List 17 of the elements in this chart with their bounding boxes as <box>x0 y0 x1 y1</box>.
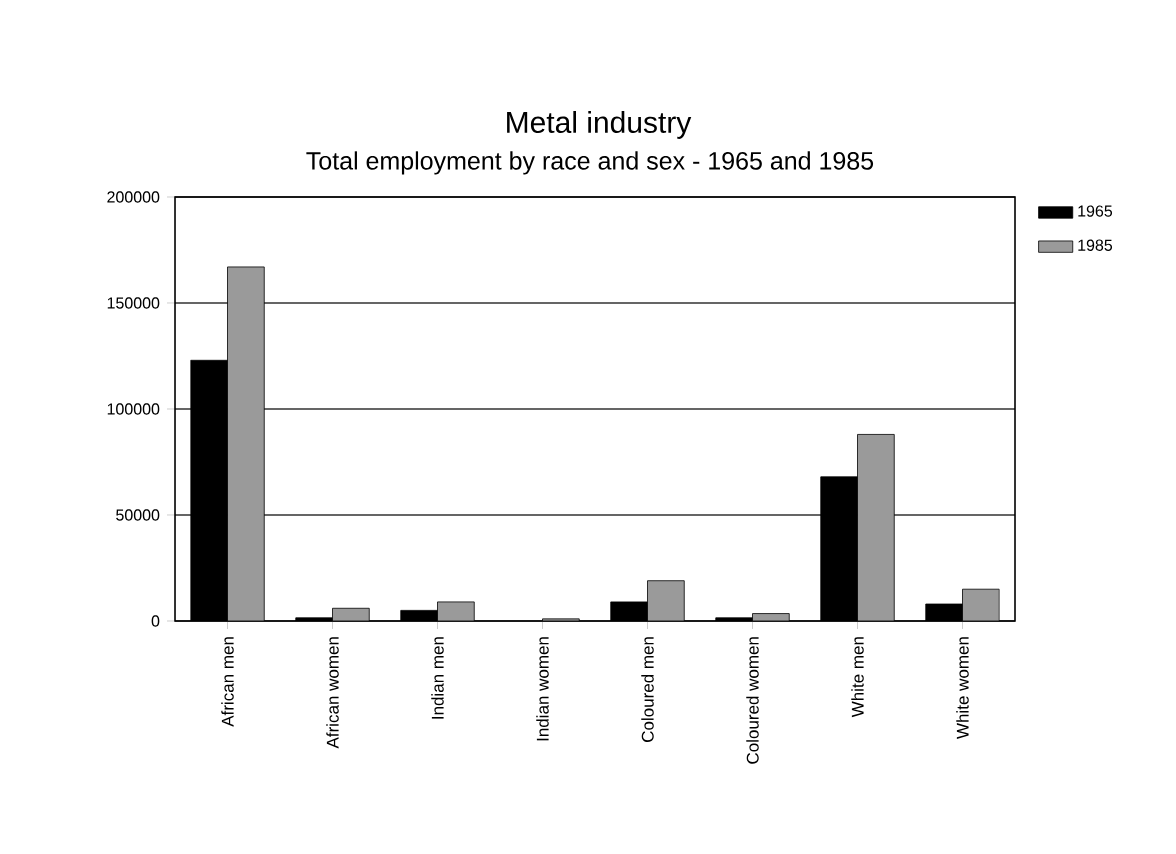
x-tick-label: Coloured women <box>746 637 759 764</box>
y-tick-label: 150000 <box>107 297 160 309</box>
x-tick-label: White men <box>851 637 864 718</box>
legend-label: 1985 <box>1078 239 1113 251</box>
x-tick-label: Coloured men <box>641 637 654 742</box>
x-tick-label: Indian women <box>536 637 549 741</box>
y-tick-label: 200000 <box>107 191 160 203</box>
x-tick-label: White women <box>956 637 969 739</box>
x-tick-label: African women <box>326 637 339 749</box>
chart-title: Metal industry <box>507 111 692 139</box>
y-tick-label: 0 <box>151 615 160 627</box>
x-tick-label: Indian men <box>431 637 444 719</box>
legend-label: 1965 <box>1078 205 1113 217</box>
x-tick-label: African men <box>221 637 234 727</box>
y-tick-label: 100000 <box>107 403 160 415</box>
y-tick-label: 50000 <box>116 509 160 521</box>
chart-subtitle: Total employment by race and sex - 1965 and 1985 <box>306 151 874 175</box>
